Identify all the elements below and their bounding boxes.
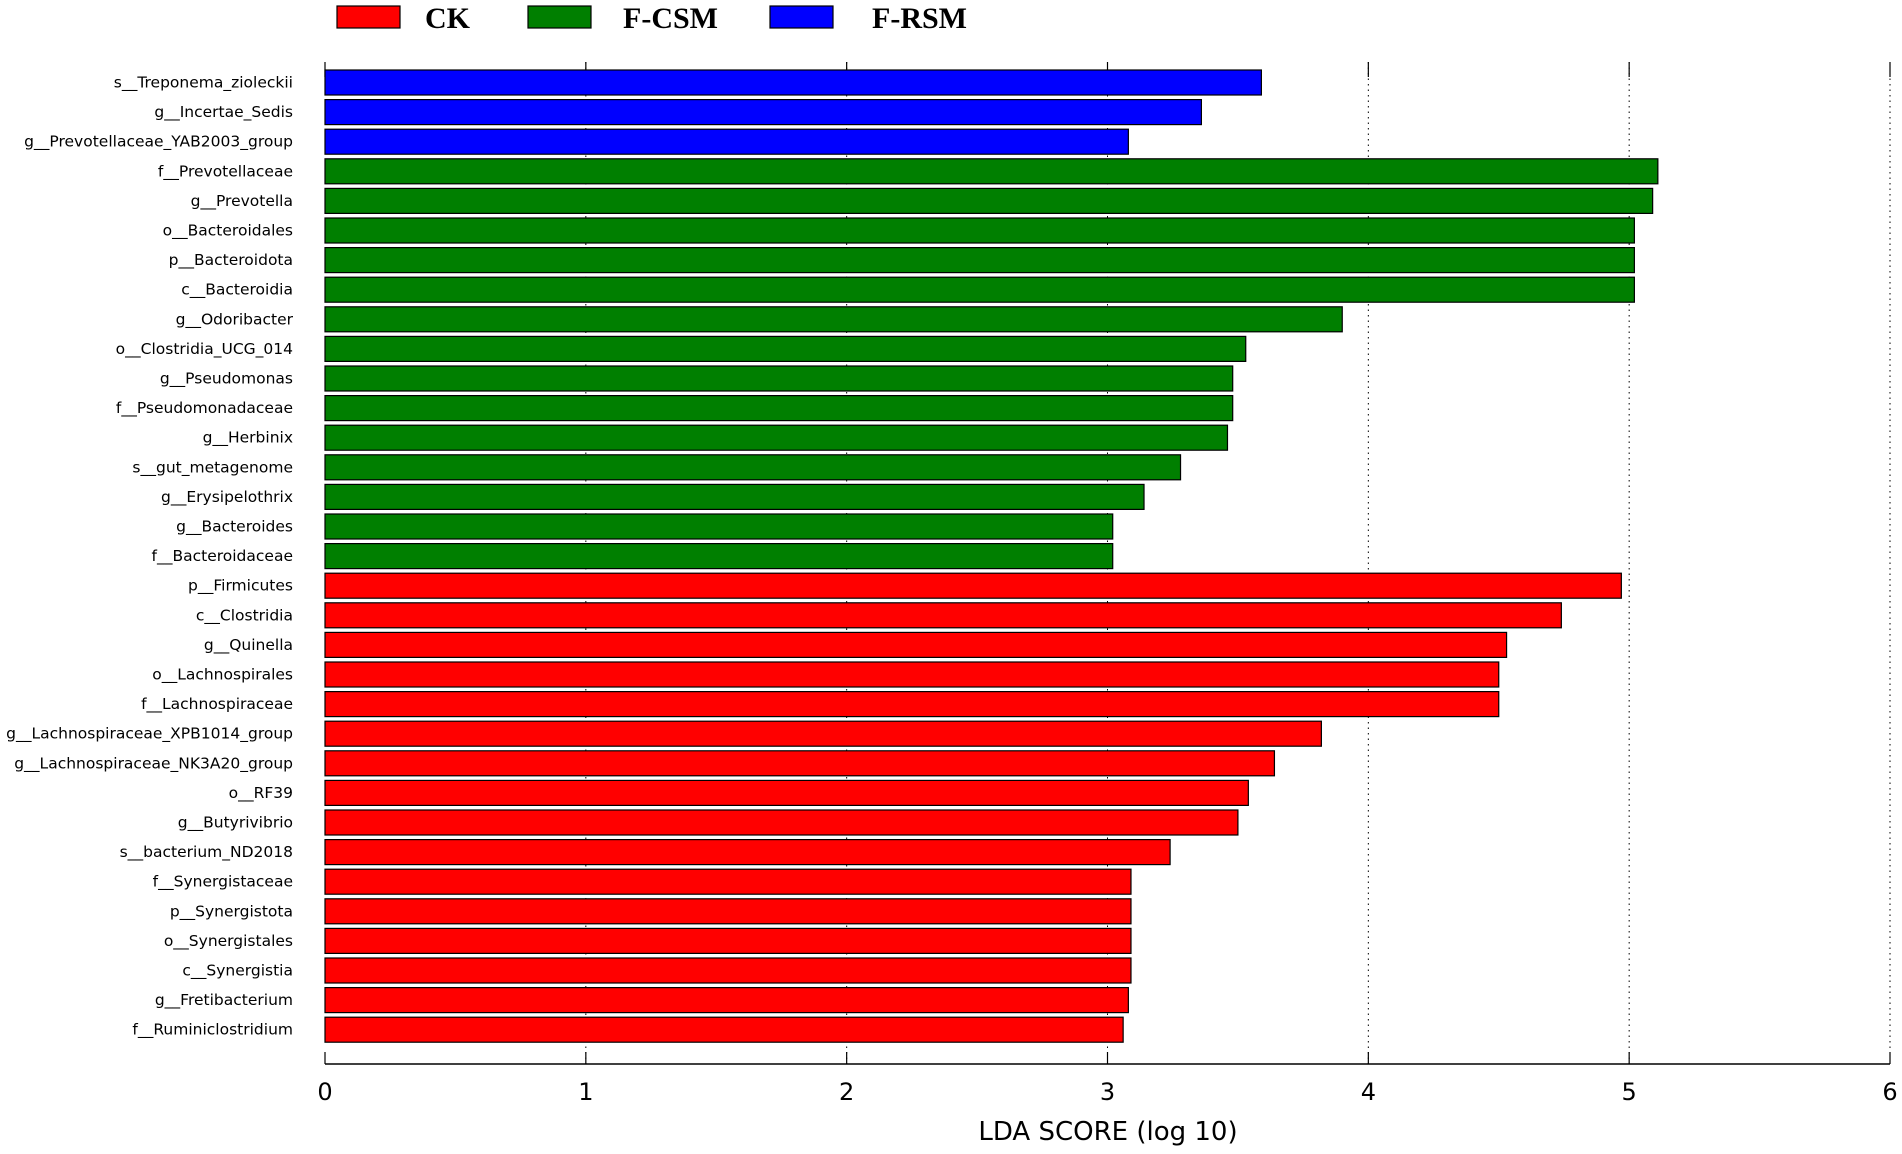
category-label: g__Herbinix — [203, 429, 293, 448]
category-label: p__Firmicutes — [188, 577, 293, 596]
bar — [324, 335, 1247, 362]
category-label: p__Synergistota — [170, 902, 293, 921]
bar — [324, 424, 1229, 451]
category-label: g__Lachnospiraceae_XPB1014_group — [6, 725, 293, 744]
category-label: c__Clostridia — [196, 606, 293, 625]
category-label: f__Pseudomonadaceae — [116, 399, 293, 418]
category-label: p__Bacteroidota — [169, 251, 293, 270]
bars-layer — [324, 69, 1659, 1043]
category-label: s__Treponema_zioleckii — [114, 74, 293, 93]
bar — [324, 306, 1343, 333]
bar — [324, 69, 1262, 96]
x-tick-label: 5 — [1622, 1078, 1637, 1106]
x-tick-label: 2 — [839, 1078, 854, 1106]
bar — [324, 454, 1182, 481]
bar — [324, 217, 1635, 244]
category-label: f__Ruminiclostridium — [132, 1021, 293, 1040]
category-label: g__Quinella — [204, 636, 293, 655]
bar — [324, 542, 1114, 570]
legend: CK F-CSM F-RSM — [336, 2, 967, 35]
bar — [324, 572, 1622, 599]
bar — [324, 1016, 1124, 1043]
category-label: o__RF39 — [229, 784, 293, 803]
x-tick-label: 0 — [317, 1078, 332, 1106]
legend-swatch — [769, 5, 834, 29]
x-tick-label: 4 — [1361, 1078, 1376, 1106]
bar — [324, 720, 1322, 747]
category-label: c__Synergistia — [182, 962, 293, 981]
bar — [324, 158, 1659, 185]
category-label: o__Lachnospirales — [152, 666, 293, 685]
bar — [324, 513, 1114, 540]
bar — [324, 98, 1203, 126]
category-label: g__Prevotellaceae_YAB2003_group — [24, 133, 293, 152]
bar — [324, 128, 1129, 155]
bar — [324, 838, 1171, 866]
bar — [324, 247, 1635, 274]
category-label: f__Synergistaceae — [153, 873, 293, 892]
bar — [324, 187, 1654, 214]
category-label: c__Bacteroidia — [181, 281, 293, 300]
category-label: o__Synergistales — [164, 932, 293, 951]
bar — [324, 957, 1132, 984]
bar — [324, 631, 1508, 659]
legend-label: CK — [425, 2, 471, 35]
x-axis: LDA SCORE (log 10) 0 1 2 3 4 5 6 — [317, 1052, 1898, 1147]
bar — [324, 690, 1500, 718]
bar — [324, 927, 1132, 955]
legend-swatch — [527, 5, 592, 29]
bar — [324, 809, 1239, 836]
bar — [324, 661, 1500, 688]
category-label: f__Prevotellaceae — [158, 162, 293, 181]
category-label: f__Bacteroidaceae — [152, 547, 293, 566]
category-label: g__Odoribacter — [176, 310, 294, 329]
x-tick-label: 3 — [1100, 1078, 1115, 1106]
bar — [324, 898, 1132, 925]
legend-label: F-CSM — [623, 2, 718, 35]
x-tick-label: 1 — [578, 1078, 593, 1106]
x-tick-label: 6 — [1882, 1078, 1897, 1106]
legend-swatch — [336, 5, 401, 29]
bar — [324, 395, 1234, 422]
bar — [324, 986, 1129, 1014]
bar — [324, 868, 1132, 895]
legend-label: F-RSM — [872, 2, 967, 35]
bar — [324, 483, 1145, 510]
bar — [324, 779, 1249, 807]
category-label: o__Clostridia_UCG_014 — [116, 340, 293, 359]
category-label: s__gut_metagenome — [132, 458, 293, 477]
category-label: g__Lachnospiraceae_NK3A20_group — [14, 754, 293, 773]
category-label: o__Bacteroidales — [163, 222, 293, 241]
category-label: g__Prevotella — [191, 192, 293, 211]
bar — [324, 602, 1562, 629]
category-label: f__Lachnospiraceae — [141, 695, 293, 714]
bar — [324, 365, 1234, 392]
category-label: g__Pseudomonas — [160, 370, 293, 389]
category-label: g__Fretibacterium — [155, 991, 293, 1010]
x-axis-title: LDA SCORE (log 10) — [978, 1117, 1237, 1147]
bar — [324, 750, 1276, 777]
category-label: g__Butyrivibrio — [178, 814, 293, 833]
category-label: g__Incertae_Sedis — [154, 103, 293, 122]
category-label: s__bacterium_ND2018 — [120, 843, 293, 862]
bar — [324, 276, 1635, 303]
category-label: g__Erysipelothrix — [161, 488, 293, 507]
category-labels: s__Treponema_zioleckii g__Incertae_Sedisg… — [6, 74, 293, 1040]
category-label: g__Bacteroides — [176, 518, 293, 537]
